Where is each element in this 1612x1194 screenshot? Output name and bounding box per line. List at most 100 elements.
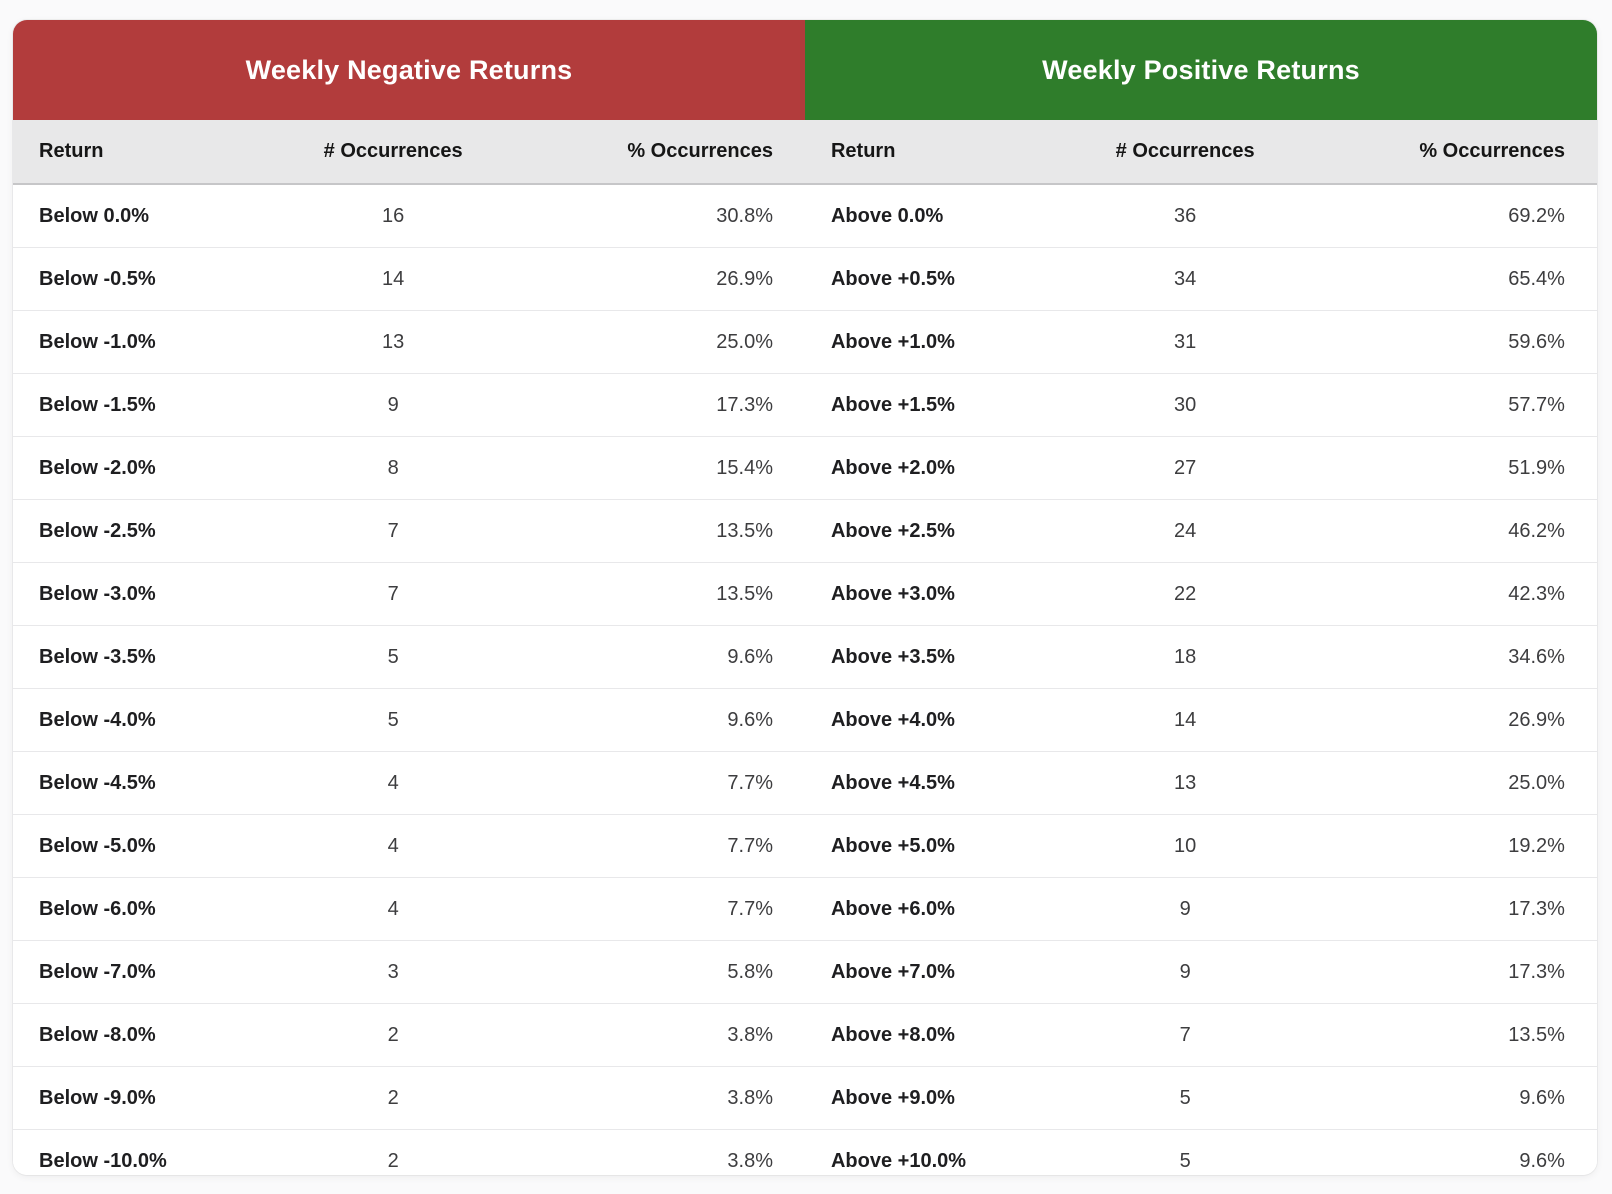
cell-occurrences: 3 (387, 960, 399, 983)
cell-pct-occurrences: 46.2% (1508, 519, 1565, 542)
cell-return: Below -5.0% (39, 834, 156, 857)
title-bar: Weekly Negative Returns Weekly Positive … (13, 20, 1597, 120)
table-row: Below -2.5% 7 13.5% Above +2.5% 24 46.2% (13, 500, 1597, 563)
cell-occurrences: 13 (1174, 771, 1197, 794)
column-header-pct-occurrences-negative: % Occurrences (627, 140, 773, 162)
cell-return: Below -8.0% (39, 1023, 156, 1046)
cell-return: Above +3.0% (830, 582, 955, 605)
positive-returns-title: Weekly Positive Returns (1042, 54, 1360, 85)
cell-occurrences: 14 (382, 267, 405, 290)
cell-occurrences: 22 (1174, 582, 1197, 605)
cell-occurrences: 36 (1174, 204, 1197, 227)
cell-pct-occurrences: 17.3% (716, 393, 773, 416)
cell-return: Below -1.0% (39, 330, 156, 353)
table-body: Below 0.0% 16 30.8% Above 0.0% 36 69.2% Below … (13, 185, 1597, 1175)
cell-pct-occurrences: 17.3% (1508, 897, 1565, 920)
cell-occurrences: 9 (1179, 960, 1191, 983)
cell-return: Above 0.0% (830, 204, 944, 227)
cell-occurrences: 8 (387, 456, 399, 479)
cell-return: Above +4.5% (830, 771, 955, 794)
cell-return: Above +1.5% (830, 393, 955, 416)
cell-pct-occurrences: 69.2% (1508, 204, 1565, 227)
cell-return: Below -6.0% (39, 897, 156, 920)
cell-pct-occurrences: 25.0% (1508, 771, 1565, 794)
table-row: Below -8.0% 2 3.8% Above +8.0% 7 13.5% (13, 1004, 1597, 1067)
cell-occurrences: 4 (387, 897, 399, 920)
cell-return: Above +1.0% (830, 330, 955, 353)
cell-occurrences: 18 (1174, 645, 1197, 668)
cell-pct-occurrences: 59.6% (1508, 330, 1565, 353)
table-row: Below -9.0% 2 3.8% Above +9.0% 5 9.6% (13, 1067, 1597, 1130)
cell-occurrences: 16 (382, 204, 405, 227)
cell-occurrences: 2 (387, 1149, 399, 1172)
cell-occurrences: 2 (387, 1023, 399, 1046)
table-row: Below -0.5% 14 26.9% Above +0.5% 34 65.4% (13, 248, 1597, 311)
cell-return: Below -7.0% (39, 960, 156, 983)
cell-occurrences: 14 (1174, 708, 1197, 731)
column-header-occurrences-positive: # Occurrences (1115, 140, 1255, 162)
cell-occurrences: 9 (1179, 897, 1191, 920)
cell-pct-occurrences: 26.9% (716, 267, 773, 290)
column-header-row: Return # Occurrences % Occurrences Retur… (13, 120, 1597, 185)
cell-occurrences: 10 (1174, 834, 1197, 857)
cell-pct-occurrences: 7.7% (727, 834, 773, 857)
cell-occurrences: 24 (1174, 519, 1197, 542)
table-row: Below -2.0% 8 15.4% Above +2.0% 27 51.9% (13, 437, 1597, 500)
cell-pct-occurrences: 51.9% (1508, 456, 1565, 479)
cell-pct-occurrences: 57.7% (1508, 393, 1565, 416)
cell-return: Above +6.0% (830, 897, 955, 920)
negative-returns-title: Weekly Negative Returns (245, 54, 573, 85)
cell-return: Below -2.0% (39, 456, 156, 479)
cell-occurrences: 5 (1179, 1086, 1191, 1109)
cell-pct-occurrences: 13.5% (716, 519, 773, 542)
cell-return: Above +2.0% (830, 456, 955, 479)
cell-occurrences: 5 (1179, 1149, 1191, 1172)
table-row: Below -1.0% 13 25.0% Above +1.0% 31 59.6% (13, 311, 1597, 374)
cell-pct-occurrences: 17.3% (1508, 960, 1565, 983)
cell-occurrences: 2 (387, 1086, 399, 1109)
cell-pct-occurrences: 3.8% (727, 1149, 773, 1172)
cell-return: Above +5.0% (830, 834, 955, 857)
cell-return: Above +10.0% (830, 1149, 967, 1172)
cell-return: Below -2.5% (39, 519, 156, 542)
cell-return: Below -4.5% (39, 771, 156, 794)
positive-returns-header: Weekly Positive Returns (805, 20, 1597, 120)
cell-pct-occurrences: 3.8% (727, 1086, 773, 1109)
column-header-occurrences-negative: # Occurrences (323, 140, 463, 162)
cell-pct-occurrences: 7.7% (727, 897, 773, 920)
cell-return: Above +3.5% (830, 645, 955, 668)
cell-pct-occurrences: 5.8% (727, 960, 773, 983)
cell-occurrences: 4 (387, 834, 399, 857)
cell-pct-occurrences: 15.4% (716, 456, 773, 479)
table-row: Below -7.0% 3 5.8% Above +7.0% 9 17.3% (13, 941, 1597, 1004)
cell-return: Below -3.0% (39, 582, 156, 605)
cell-occurrences: 7 (1179, 1023, 1191, 1046)
cell-occurrences: 4 (387, 771, 399, 794)
cell-pct-occurrences: 26.9% (1508, 708, 1565, 731)
cell-pct-occurrences: 9.6% (727, 708, 773, 731)
cell-occurrences: 5 (387, 708, 399, 731)
table-row: Below -5.0% 4 7.7% Above +5.0% 10 19.2% (13, 815, 1597, 878)
cell-pct-occurrences: 3.8% (727, 1023, 773, 1046)
cell-return: Below -1.5% (39, 393, 156, 416)
cell-occurrences: 31 (1174, 330, 1197, 353)
column-header-pct-occurrences-positive: % Occurrences (1419, 140, 1565, 162)
cell-pct-occurrences: 9.6% (1519, 1086, 1565, 1109)
negative-returns-header: Weekly Negative Returns (13, 20, 805, 120)
cell-return: Above +8.0% (830, 1023, 955, 1046)
cell-return: Above +7.0% (830, 960, 955, 983)
cell-occurrences: 30 (1174, 393, 1197, 416)
cell-occurrences: 5 (387, 645, 399, 668)
cell-pct-occurrences: 25.0% (716, 330, 773, 353)
cell-return: Below -10.0% (39, 1149, 167, 1172)
table-row: Below -4.5% 4 7.7% Above +4.5% 13 25.0% (13, 752, 1597, 815)
cell-pct-occurrences: 34.6% (1508, 645, 1565, 668)
cell-return: Above +9.0% (830, 1086, 955, 1109)
cell-pct-occurrences: 7.7% (727, 771, 773, 794)
cell-pct-occurrences: 13.5% (716, 582, 773, 605)
cell-occurrences: 27 (1174, 456, 1197, 479)
cell-return: Below -9.0% (39, 1086, 156, 1109)
table-row: Below -3.0% 7 13.5% Above +3.0% 22 42.3% (13, 563, 1597, 626)
column-header-return-positive: Return (830, 140, 896, 162)
